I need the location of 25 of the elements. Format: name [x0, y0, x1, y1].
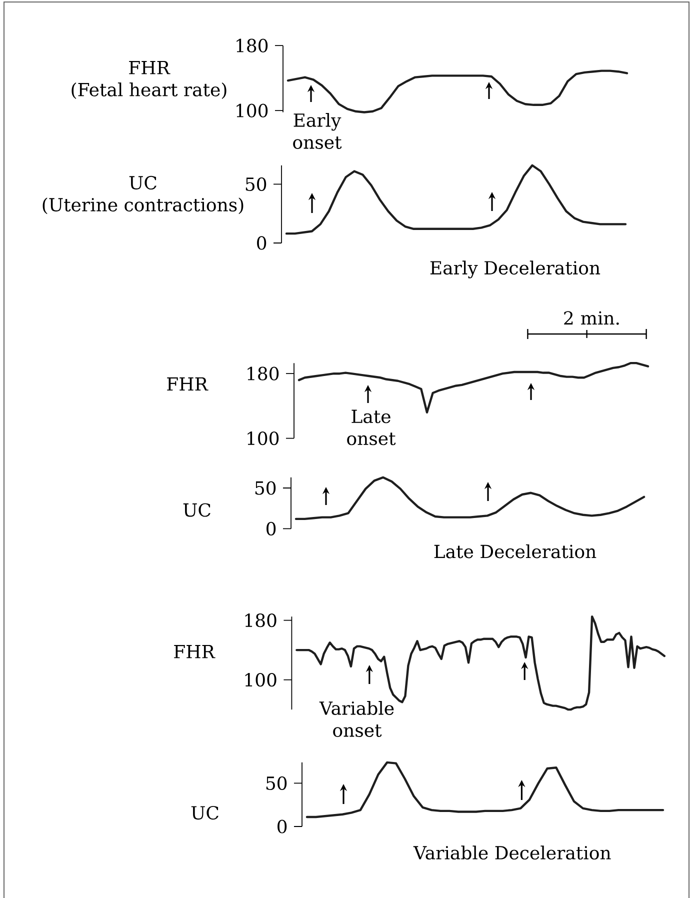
y-tick-label: 0: [266, 522, 276, 536]
y-tick-label: 50: [266, 776, 287, 790]
y-tick-label: 100: [245, 672, 276, 687]
y-axis-title: UC (Uterine contractions): [42, 176, 244, 214]
y-axis-title: FHR: [167, 377, 208, 391]
y-tick-label: 0: [278, 820, 287, 834]
y-axis-title: UC: [183, 503, 210, 517]
y-axis-title: FHR (Fetal heart rate): [72, 61, 226, 99]
y-axis-title: FHR: [174, 645, 216, 658]
text: Early onset: [293, 113, 342, 149]
y-tick-label: 180: [236, 38, 268, 52]
y-tick-label: 50: [246, 177, 266, 191]
text: Late Deceleration: [434, 544, 596, 558]
text: Early Deceleration: [430, 260, 600, 278]
text: Variable Deceleration: [413, 846, 611, 860]
y-tick-label: 180: [248, 366, 279, 380]
y-tick-label: 0: [257, 236, 266, 250]
annotation: Late onset: [347, 410, 396, 446]
text: 2 min.: [564, 311, 619, 325]
y-tick-label: 100: [236, 104, 268, 118]
annotation: Variable onset: [319, 701, 394, 737]
y-tick-label: 100: [248, 431, 279, 446]
y-axis-title: UC: [191, 806, 218, 820]
y-tick-label: 50: [255, 481, 276, 495]
y-tick-label: 180: [245, 613, 276, 628]
